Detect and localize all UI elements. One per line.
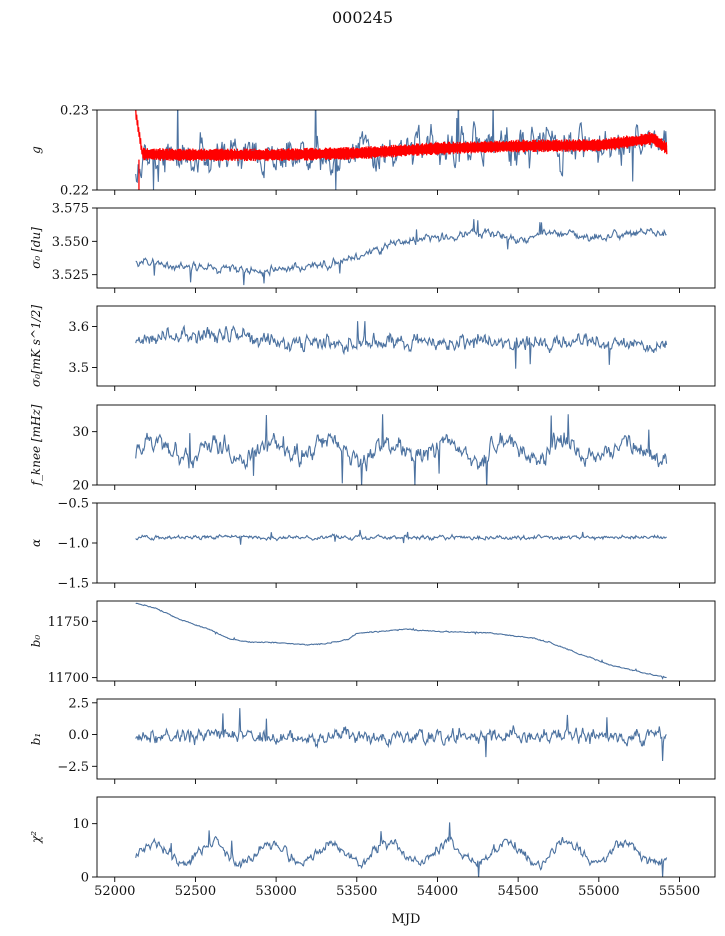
y-tick-label: −1.0 bbox=[57, 537, 89, 552]
axes-frame bbox=[96, 502, 716, 584]
y-tick-label: 3.6 bbox=[68, 320, 89, 335]
x-tick-label: 53000 bbox=[255, 884, 296, 899]
series-line-b0-0 bbox=[135, 602, 667, 680]
y-tick-label: 11700 bbox=[48, 671, 89, 686]
axes-frame bbox=[96, 796, 716, 878]
panel-b1: −2.5 0.0 2.5 b₁ bbox=[29, 696, 716, 784]
y-tick-label: 3.5 bbox=[68, 361, 89, 376]
x-axis-label: MJD bbox=[392, 912, 421, 927]
plot-area bbox=[135, 529, 667, 545]
x-tick-label: 52500 bbox=[175, 884, 216, 899]
series-line-fknee-0 bbox=[135, 414, 668, 485]
y-tick-label: −2.5 bbox=[57, 760, 89, 775]
y-axis-label: g bbox=[29, 146, 43, 154]
plot-area bbox=[135, 602, 667, 680]
plot-area bbox=[135, 414, 668, 485]
y-tick-label: 3.550 bbox=[52, 235, 89, 250]
x-tick-label: 55500 bbox=[659, 884, 700, 899]
y-axis-label: σ₀ [du] bbox=[29, 227, 43, 269]
series-line-chi2-0 bbox=[135, 822, 668, 877]
axes-frame bbox=[96, 698, 716, 780]
y-axis-label: b₀ bbox=[29, 635, 43, 648]
y-tick-label: 20 bbox=[72, 479, 89, 494]
y-tick-label: 10 bbox=[72, 817, 89, 832]
plot-area bbox=[135, 708, 667, 762]
y-tick-label: 0.0 bbox=[68, 728, 89, 743]
y-axis-label: α bbox=[29, 539, 43, 547]
y-axis-label: f_knee [mHz] bbox=[29, 404, 43, 486]
plot-area bbox=[135, 110, 668, 190]
y-tick-label: 2.5 bbox=[68, 696, 89, 711]
y-tick-label: 0.22 bbox=[60, 184, 89, 199]
axes-frame bbox=[96, 305, 716, 387]
y-tick-label: 3.525 bbox=[52, 268, 89, 283]
panel-sigma0_mk: 3.5 3.6 σ₀[mK s^1/2] bbox=[29, 305, 716, 391]
x-tick-label: 55000 bbox=[578, 884, 619, 899]
axes-frame bbox=[96, 207, 716, 289]
series-line-sigma0_mk-0 bbox=[135, 321, 668, 369]
panel-g: 0.22 0.23 g bbox=[29, 104, 716, 199]
plot-area bbox=[135, 219, 667, 286]
x-tick-label: 54000 bbox=[417, 884, 458, 899]
panel-b0: 11700 11750 b₀ bbox=[29, 600, 716, 686]
plot-area bbox=[135, 822, 668, 877]
panel-chi2: 0 10 52000 52500 53000 53500 54000 54500 55000 55… bbox=[29, 796, 716, 899]
panel-alpha: −1.5 −1.0 −0.5 α bbox=[29, 497, 716, 592]
y-tick-label: −1.5 bbox=[57, 577, 89, 592]
axes-frame bbox=[96, 109, 716, 191]
axes-frame bbox=[96, 600, 716, 682]
panel-fknee: 20 30 f_knee [mHz] bbox=[29, 404, 716, 494]
series-line-sigma0_du-0 bbox=[135, 219, 667, 286]
x-tick-label: 52000 bbox=[94, 884, 135, 899]
y-tick-label: 0.23 bbox=[60, 104, 89, 119]
x-tick-label: 53500 bbox=[336, 884, 377, 899]
y-tick-label: 3.575 bbox=[52, 202, 89, 217]
axes-frame bbox=[96, 404, 716, 486]
y-tick-label: 11750 bbox=[48, 615, 89, 630]
y-axis-label: b₁ bbox=[29, 733, 43, 746]
y-tick-label: 0 bbox=[81, 871, 89, 886]
figure-title: 000245 bbox=[331, 8, 394, 27]
plot-area bbox=[135, 321, 668, 369]
series-line-alpha-0 bbox=[135, 529, 667, 545]
x-tick-label: 54500 bbox=[497, 884, 538, 899]
series-line-b1-0 bbox=[135, 708, 667, 762]
y-tick-label: 30 bbox=[72, 425, 89, 440]
series-highlight-band bbox=[135, 110, 668, 162]
y-axis-label: χ² bbox=[29, 831, 43, 844]
y-tick-label: −0.5 bbox=[57, 497, 89, 512]
y-axis-label: σ₀[mK s^1/2] bbox=[29, 305, 43, 387]
panel-sigma0_du: 3.525 3.550 3.575 σ₀ [du] bbox=[29, 202, 716, 293]
